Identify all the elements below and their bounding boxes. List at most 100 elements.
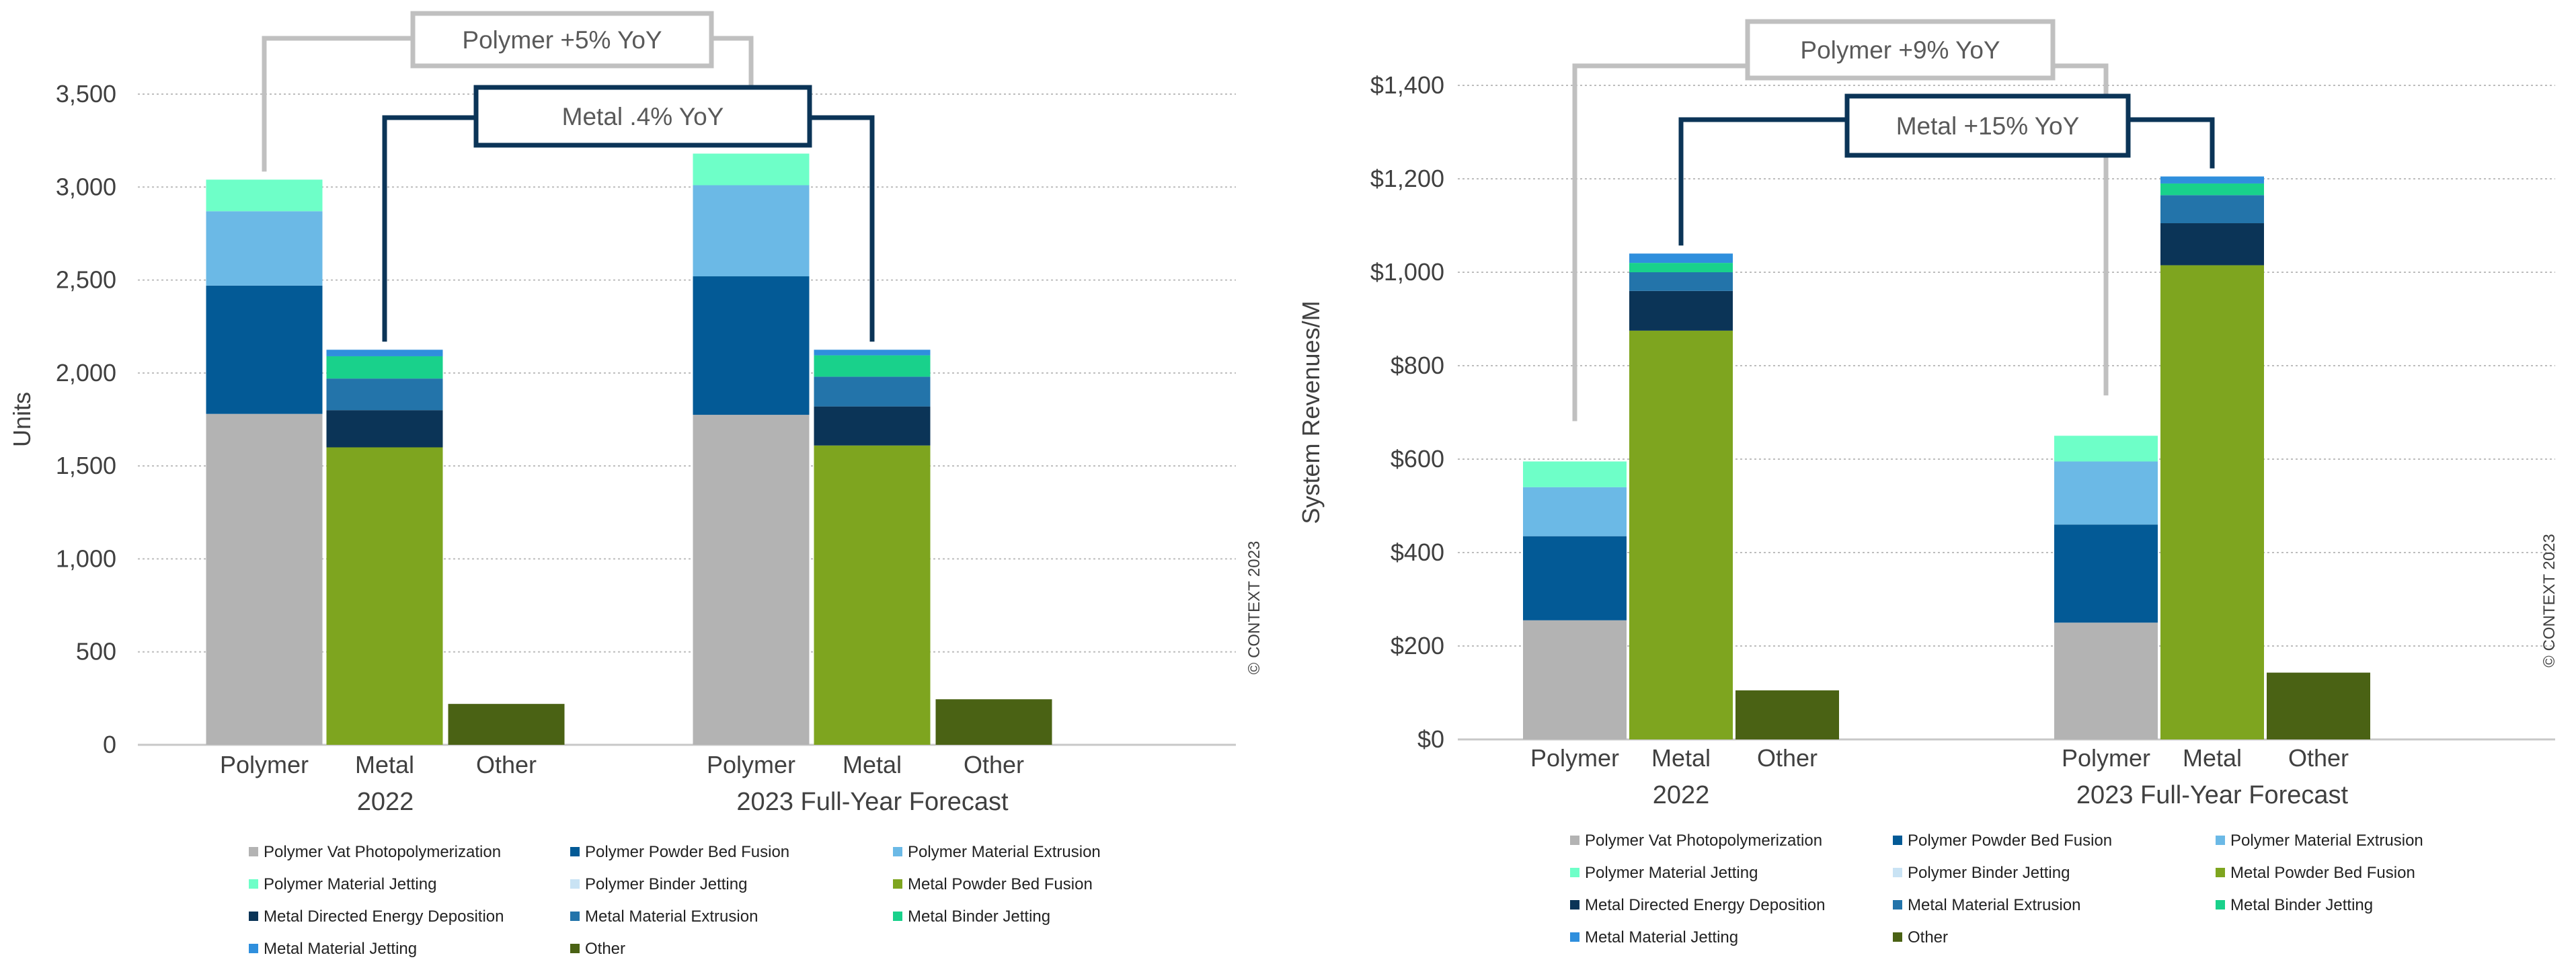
bar-segment-metal-material-extrusion	[1629, 272, 1733, 291]
y-axis-label: System Revenues/M	[1297, 300, 1325, 524]
bar-segment-polymer-material-extrusion	[2054, 461, 2158, 525]
legend-swatch	[1893, 836, 1902, 845]
x-category-label: Other	[964, 751, 1024, 778]
legend-swatch	[1893, 868, 1902, 877]
yoy-callout-text-polymer: Polymer +5% YoY	[462, 26, 662, 54]
y-tick-label: 0	[103, 731, 116, 758]
legend-swatch	[249, 944, 258, 953]
bar-segment-metal-binder-jetting	[326, 356, 443, 379]
y-tick-label: 3,000	[56, 173, 116, 200]
legend-label: Metal Material Extrusion	[585, 907, 758, 926]
legend-swatch	[893, 912, 902, 921]
bar-segment-metal-material-jetting	[326, 350, 443, 356]
bar-segment-metal-binder-jetting	[814, 355, 931, 377]
bar-segment-metal-powder-bed-fusion	[1629, 330, 1733, 739]
legend-label: Polymer Material Jetting	[264, 875, 436, 893]
legend: Polymer Vat Photopolymerization Polymer P…	[1570, 832, 2423, 946]
bar-segment-polymer-powder-bed-fusion	[1523, 536, 1627, 620]
legend-label: Metal Binder Jetting	[908, 907, 1050, 926]
bar-segment-other	[1735, 690, 1839, 739]
legend-label: Metal Material Jetting	[1585, 928, 1738, 946]
legend-label: Polymer Binder Jetting	[1908, 864, 2070, 882]
x-category-label: Polymer	[220, 751, 309, 778]
legend-label: Polymer Material Extrusion	[2230, 832, 2423, 850]
legend-label: Polymer Binder Jetting	[585, 875, 747, 893]
bar-segment-metal-powder-bed-fusion	[326, 447, 443, 745]
legend-swatch	[249, 879, 258, 889]
legend-swatch	[2216, 900, 2225, 910]
bar-segment-metal-directed-energy-deposition	[2160, 223, 2264, 266]
legend-swatch	[2216, 868, 2225, 877]
y-tick-label: $1,400	[1370, 71, 1444, 99]
legend-label: Other	[1908, 928, 1948, 946]
copyright-watermark: © CONTEXT 2023	[1245, 541, 1263, 675]
bar-segment-polymer-powder-bed-fusion	[2054, 524, 2158, 623]
bar-segment-metal-material-extrusion	[326, 378, 443, 411]
chart-panel-2: $0 $200 $400 $600 $800 $1,000 $1,200 $1,400 Syst…	[1297, 19, 2559, 946]
bar-segment-metal-directed-energy-deposition	[814, 406, 931, 446]
legend-swatch	[570, 879, 580, 889]
bar-segment-metal-material-jetting	[2160, 176, 2264, 184]
legend: Polymer Vat Photopolymerization Polymer P…	[249, 843, 1101, 958]
x-category-label: Metal	[843, 751, 902, 778]
legend-label: Polymer Powder Bed Fusion	[585, 843, 789, 861]
legend-label: Polymer Vat Photopolymerization	[264, 843, 501, 861]
bar-segment-metal-material-jetting	[1629, 253, 1733, 264]
y-tick-label: $800	[1391, 352, 1444, 379]
yoy-callout-text-metal: Metal .4% YoY	[562, 103, 724, 130]
bar-segment-polymer-vat-photopolymerization	[1523, 620, 1627, 739]
legend-swatch	[1570, 900, 1579, 910]
bar-segment-other	[448, 704, 565, 745]
bar-segment-polymer-material-jetting	[2054, 436, 2158, 462]
legend-label: Polymer Vat Photopolymerization	[1585, 832, 1822, 850]
x-category-label: Polymer	[2062, 744, 2150, 772]
legend-label: Metal Material Jetting	[264, 940, 417, 958]
x-group-label: 2022	[357, 788, 414, 816]
y-axis-label: Units	[8, 392, 36, 447]
chart-panel-1: 0 500 1,000 1,500 2,000 2,500 3,000 3,500 Units P…	[8, 11, 1263, 958]
bar-segment-polymer-material-extrusion	[693, 185, 810, 277]
bar-segment-polymer-vat-photopolymerization	[206, 413, 323, 745]
legend-swatch	[570, 847, 580, 856]
y-tick-label: 500	[76, 638, 116, 665]
y-tick-label: $1,200	[1370, 165, 1444, 192]
legend-label: Metal Material Extrusion	[1908, 896, 2080, 914]
legend-swatch	[570, 944, 580, 953]
legend-label: Metal Powder Bed Fusion	[2230, 864, 2415, 882]
legend-swatch	[893, 879, 902, 889]
legend-swatch	[249, 912, 258, 921]
bar-segment-polymer-vat-photopolymerization	[2054, 622, 2158, 739]
yoy-callout-text-polymer: Polymer +9% YoY	[1800, 36, 2000, 64]
y-tick-label: $0	[1417, 725, 1444, 753]
y-tick-label: $200	[1391, 632, 1444, 659]
yoy-callout-text-metal: Metal +15% YoY	[1896, 112, 2080, 140]
bar-segment-metal-material-jetting	[814, 350, 931, 356]
x-category-label: Polymer	[707, 751, 795, 778]
legend-swatch	[1893, 900, 1902, 910]
x-category-label: Metal	[2183, 744, 2242, 772]
yoy-callout-box-polymer	[1745, 19, 2056, 81]
bar-segment-other	[2267, 672, 2370, 739]
copyright-watermark: © CONTEXT 2023	[2540, 534, 2559, 668]
yoy-callout-box-polymer	[410, 11, 714, 69]
legend-swatch	[1570, 932, 1579, 942]
y-tick-label: $1,000	[1370, 258, 1444, 286]
legend-label: Metal Directed Energy Deposition	[264, 907, 504, 926]
y-tick-label: 2,500	[56, 266, 116, 294]
legend-swatch	[1893, 932, 1902, 942]
bar-segment-metal-directed-energy-deposition	[326, 410, 443, 448]
x-group-label: 2022	[1653, 781, 1710, 809]
x-group-label: 2023 Full-Year Forecast	[736, 788, 1009, 816]
legend-label: Other	[585, 940, 625, 958]
x-category-label: Other	[2288, 744, 2349, 772]
bar-segment-metal-binder-jetting	[2160, 183, 2264, 196]
y-tick-label: 1,500	[56, 452, 116, 479]
bar-segment-polymer-material-extrusion	[1523, 487, 1627, 536]
yoy-callout-box-metal	[1844, 93, 2131, 158]
bar-segment-other	[935, 699, 1052, 745]
y-tick-label: $600	[1391, 445, 1444, 473]
legend-label: Metal Directed Energy Deposition	[1585, 896, 1826, 914]
bar-segment-metal-directed-energy-deposition	[1629, 290, 1733, 331]
legend-label: Polymer Powder Bed Fusion	[1908, 832, 2112, 850]
legend-swatch	[893, 847, 902, 856]
